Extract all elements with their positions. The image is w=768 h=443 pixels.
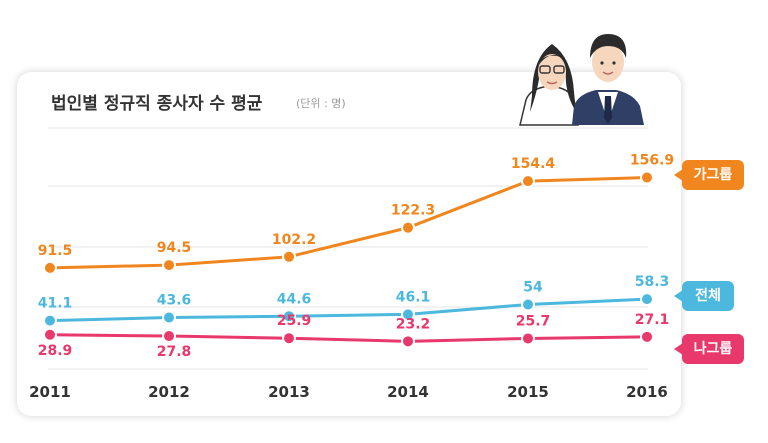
data-label: 25.9 [277,313,312,329]
legend-pointer [674,169,683,181]
data-label: 27.8 [157,344,192,360]
data-point [162,310,176,325]
series-lines [49,175,648,343]
series-line [49,297,648,323]
data-label: 41.1 [38,296,73,312]
data-point [401,220,415,235]
data-point [521,331,535,346]
woman-with-glasses-icon [519,44,579,126]
data-labels: 91.5 94.5 102.2 122.3 154.4 156.9 41.1 43.6 44.6… [38,152,674,360]
data-label: 156.9 [630,152,674,168]
x-tick-label: 2013 [268,383,310,401]
data-point [282,331,296,346]
data-label: 28.9 [38,343,73,359]
chart-title: 법인별 정규직 종사자 수 평균 [51,94,263,114]
x-tick-label: 2016 [626,383,668,401]
legend-tag-total: 전체 [682,281,734,311]
data-point [640,170,654,185]
data-label: 23.2 [396,316,431,332]
data-label: 122.3 [391,203,435,219]
data-point [640,292,654,307]
data-label: 154.4 [511,156,556,172]
data-point [282,249,296,264]
data-label: 43.6 [157,293,192,309]
data-label: 102.2 [272,232,316,248]
data-point [282,309,296,324]
x-tick-label: 2015 [507,383,549,401]
data-point [162,258,176,273]
data-point [521,297,535,312]
data-label: 44.6 [277,291,312,307]
data-label: 46.1 [396,289,431,305]
data-point [162,329,176,344]
people-illustration [519,34,644,126]
data-point [401,334,415,349]
series-line [49,333,648,343]
data-label: 58.3 [635,274,670,290]
legend-pointer [674,343,683,355]
man-in-suit-icon [572,34,644,125]
legend-pointer [674,290,683,302]
series-points [43,170,654,349]
legend-tag-group-b: 나그룹 [682,334,744,364]
data-point [640,329,654,344]
data-point [43,313,57,328]
data-label: 91.5 [38,243,73,259]
unit-label: (단위 : 명) [296,97,346,110]
x-tick-label: 2011 [29,383,71,401]
data-label: 94.5 [157,240,192,256]
x-tick-label: 2012 [148,383,190,401]
chart-card [17,72,681,416]
x-axis-labels: 2011 2012 2013 2014 2015 2016 [29,383,668,401]
data-point [401,307,415,322]
data-point [43,260,57,275]
series-line [49,175,648,270]
data-point [521,174,535,189]
x-tick-label: 2014 [387,383,429,401]
legend-tag-group-a: 가그룹 [682,160,744,190]
data-label: 54 [523,280,543,296]
data-label: 27.1 [635,312,670,328]
gridlines [48,127,648,370]
data-label: 25.7 [516,313,551,329]
data-point [43,327,57,342]
